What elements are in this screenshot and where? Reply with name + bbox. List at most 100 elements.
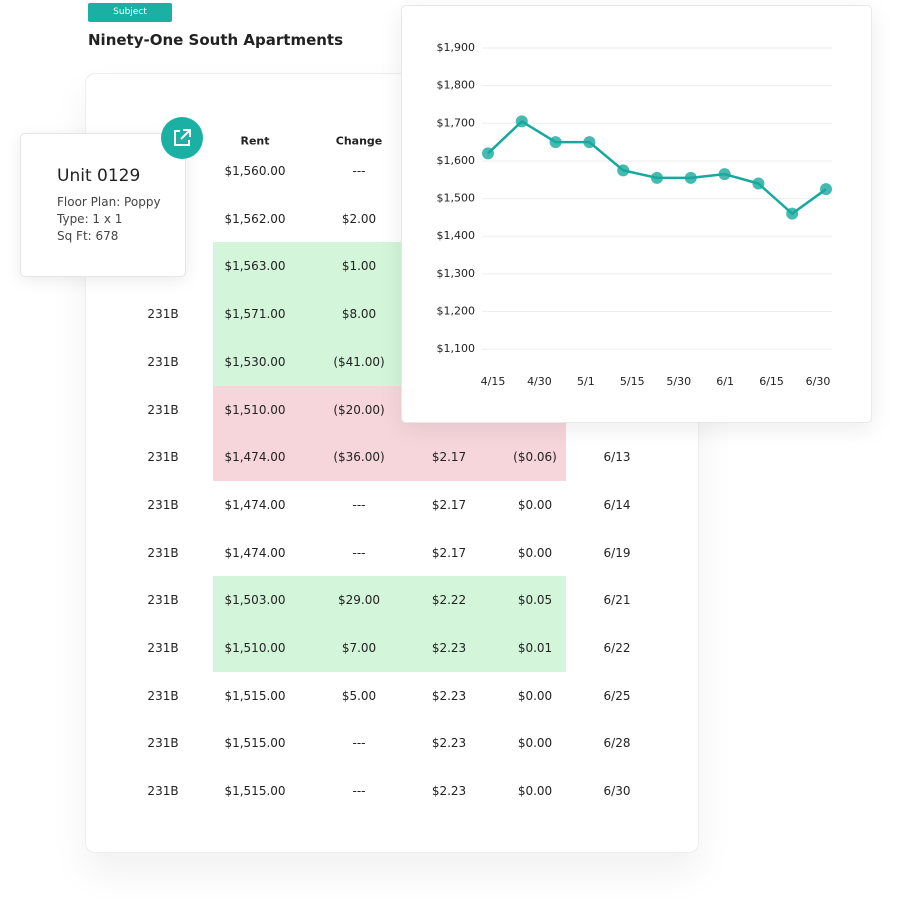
point <box>752 177 765 190</box>
point <box>583 136 596 149</box>
table-cell: $2.23 <box>431 641 467 655</box>
unit-title: Unit 0129 <box>57 166 141 186</box>
property-title: Ninety-One South Apartments <box>88 31 344 49</box>
table-cell: 6/19 <box>603 545 631 560</box>
y-tick-label: $1,600 <box>437 154 476 167</box>
column-header: Rent <box>240 134 270 148</box>
line-chart: $1,100 $1,200 $1,300 $1,400 $1,500 $1,600 $1,7… <box>437 41 832 388</box>
table-cell: --- <box>352 545 366 560</box>
table-cell: $1,503.00 <box>224 593 286 608</box>
table-cell: 6/21 <box>603 593 631 608</box>
subject-badge: Subject <box>88 3 172 22</box>
table-cell: 231B <box>147 688 179 703</box>
table-cell: 6/30 <box>603 784 631 799</box>
table-cell: 231B <box>147 736 179 751</box>
point <box>651 171 663 184</box>
y-tick-label: $1,400 <box>437 229 476 242</box>
y-tick-label: $1,900 <box>437 41 476 54</box>
point <box>820 183 832 196</box>
point <box>718 168 731 181</box>
table-cell: $1,571.00 <box>224 307 286 322</box>
table-cell: --- <box>352 784 366 799</box>
x-tick-label: 5/30 <box>666 375 691 388</box>
table-cell: $1,474.00 <box>224 497 286 512</box>
open-link-icon <box>174 129 191 146</box>
table-cell: $5.00 <box>341 688 377 703</box>
open-link-button[interactable] <box>161 117 203 159</box>
point <box>549 136 562 149</box>
table-cell: ($20.00) <box>333 402 385 417</box>
table-cell: $2.00 <box>341 211 377 226</box>
x-tick-label: 4/30 <box>527 375 552 388</box>
table-cell: 6/22 <box>603 641 631 655</box>
table-cell: ($41.00) <box>333 354 385 369</box>
table-cell: $2.17 <box>431 497 467 512</box>
point <box>617 164 630 177</box>
x-tick-label: 6/1 <box>716 375 734 388</box>
table-cell: $0.01 <box>517 641 553 655</box>
table-cell: 6/25 <box>603 688 631 703</box>
table-cell: $0.00 <box>517 545 553 560</box>
table-cell: $1,510.00 <box>224 402 286 417</box>
table-cell: $0.00 <box>517 688 553 703</box>
point <box>515 115 528 128</box>
table-cell: 231B <box>147 784 179 799</box>
table-cell: --- <box>352 497 366 512</box>
table-cell: $0.00 <box>517 736 553 751</box>
point <box>786 207 799 220</box>
unit-detail: Type: 1 x 1 <box>57 212 123 226</box>
table-cell: $1,560.00 <box>224 164 286 178</box>
point <box>482 147 494 160</box>
x-tick-label: 4/15 <box>481 375 506 388</box>
column-header: Change <box>335 134 383 148</box>
table-cell: $1,474.00 <box>224 545 286 560</box>
table-cell: 6/28 <box>603 736 631 751</box>
table-cell: $0.00 <box>517 497 553 512</box>
table-cell: $2.23 <box>431 784 467 799</box>
table-cell: $2.23 <box>431 736 467 751</box>
table-cell: $7.00 <box>341 641 377 655</box>
x-tick-label: 5/15 <box>620 375 645 388</box>
table-cell: 231B <box>147 354 179 369</box>
point <box>684 171 697 184</box>
y-tick-label: $1,800 <box>437 79 476 92</box>
table-cell: $2.23 <box>431 688 467 703</box>
y-tick-label: $1,200 <box>437 305 476 318</box>
unit-detail: Sq Ft: 678 <box>57 229 119 243</box>
table-cell: 231B <box>147 307 179 322</box>
table-cell: $1,563.00 <box>224 259 286 274</box>
row-highlight <box>213 624 566 672</box>
row-highlight <box>213 576 566 625</box>
table-cell: $1,530.00 <box>224 354 286 369</box>
y-tick-label: $1,500 <box>437 192 476 205</box>
chart-card: $1,100 $1,200 $1,300 $1,400 $1,500 $1,600 $1,7… <box>401 5 872 423</box>
row-highlight <box>213 433 566 482</box>
unit-card: Unit 0129 Floor Plan: Poppy Type: 1 x 1 … <box>20 133 186 277</box>
table-cell: ($0.06) <box>513 450 557 465</box>
table-cell: 231B <box>147 497 179 512</box>
table-cell: $1,515.00 <box>224 736 286 751</box>
table-cell: ($36.00) <box>333 450 385 465</box>
table-cell: $2.17 <box>431 450 467 465</box>
y-tick-label: $1,300 <box>437 267 476 280</box>
table-cell: 231B <box>147 402 179 417</box>
table-cell: --- <box>352 164 366 178</box>
table-cell: $2.17 <box>431 545 467 560</box>
table-cell: $1.00 <box>341 259 377 274</box>
table-cell: $0.00 <box>517 784 553 799</box>
y-tick-label: $1,100 <box>437 342 476 355</box>
y-tick-label: $1,700 <box>437 116 476 129</box>
table-cell: $2.22 <box>431 593 467 608</box>
table-cell: 6/13 <box>603 450 631 465</box>
line <box>487 119 827 216</box>
table-cell: 231B <box>147 450 179 465</box>
table-cell: $1,515.00 <box>224 688 286 703</box>
table-cell: $0.05 <box>517 593 553 608</box>
table-cell: $1,562.00 <box>224 211 286 226</box>
x-tick-label: 6/30 <box>806 375 831 388</box>
table-cell: 231B <box>147 593 179 608</box>
table-cell: $1,515.00 <box>224 784 286 799</box>
x-tick-label: 6/15 <box>759 375 784 388</box>
table-cell: 6/14 <box>603 497 631 512</box>
